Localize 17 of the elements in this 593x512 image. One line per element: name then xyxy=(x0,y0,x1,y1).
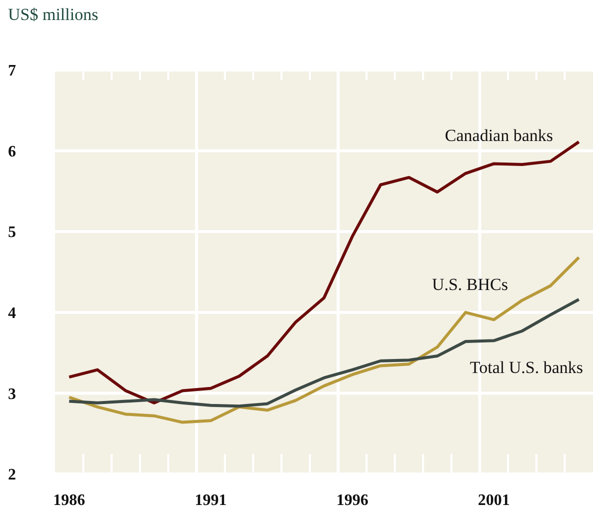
y-tick-label: 5 xyxy=(8,224,16,242)
y-tick-label: 7 xyxy=(8,62,16,80)
y-tick-label: 4 xyxy=(8,305,16,322)
x-tick-label: 1986 xyxy=(53,492,86,509)
y-tick-label: 2 xyxy=(8,466,16,484)
x-tick-label: 1991 xyxy=(194,492,227,509)
y-tick-label: 3 xyxy=(8,386,16,403)
series-label: Canadian banks xyxy=(444,126,553,145)
line-series xyxy=(68,298,580,408)
y-tick-label: 6 xyxy=(8,143,16,160)
y-axis-title: US$ millions xyxy=(8,5,98,24)
series-label: Total U.S. banks xyxy=(470,358,583,377)
x-tick-label: 1996 xyxy=(336,492,368,509)
x-tick-label: 2001 xyxy=(478,492,510,509)
line-series xyxy=(68,140,580,404)
series-label: U.S. BHCs xyxy=(432,275,508,294)
line-series xyxy=(68,256,580,424)
